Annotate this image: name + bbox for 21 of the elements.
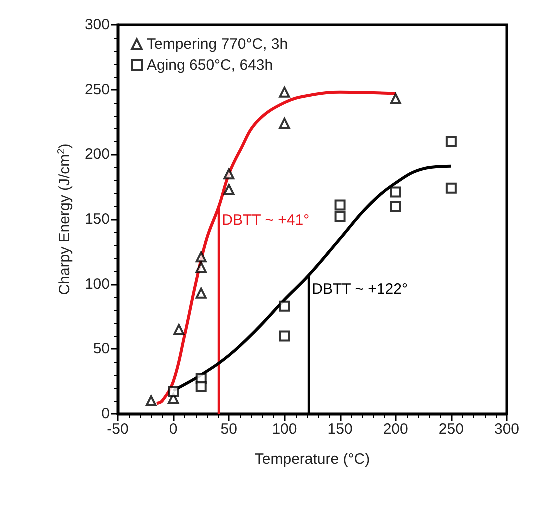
- x-tick-label: 100: [272, 421, 298, 438]
- ref-line-label: DBTT ~ +41°: [222, 212, 310, 230]
- legend-label: Aging 650°C, 643h: [147, 57, 274, 74]
- y-tick-label: 150: [84, 211, 110, 228]
- x-tick-label: 300: [494, 421, 520, 438]
- x-tick-label: 200: [383, 421, 408, 438]
- y-tick-label: 300: [84, 16, 110, 34]
- y-axis-title: Charpy Energy (J/cm2): [56, 144, 74, 296]
- x-tick-label: 250: [438, 421, 464, 438]
- y-tick-label: 0: [102, 406, 110, 422]
- y-tick-label: 250: [84, 81, 110, 98]
- x-tick-label: 0: [169, 421, 178, 438]
- y-tick-label: 200: [84, 146, 110, 164]
- x-tick-label: 150: [328, 421, 353, 438]
- legend-label: Tempering 770°C, 3h: [147, 36, 288, 53]
- x-tick-label: 50: [220, 421, 238, 438]
- y-tick-label: 50: [93, 340, 110, 358]
- y-tick-label: 100: [84, 276, 110, 293]
- x-tick-label: -50: [107, 421, 129, 438]
- ref-line-label: DBTT ~ +122°: [312, 280, 408, 298]
- x-axis-title: Temperature (°C): [254, 451, 370, 468]
